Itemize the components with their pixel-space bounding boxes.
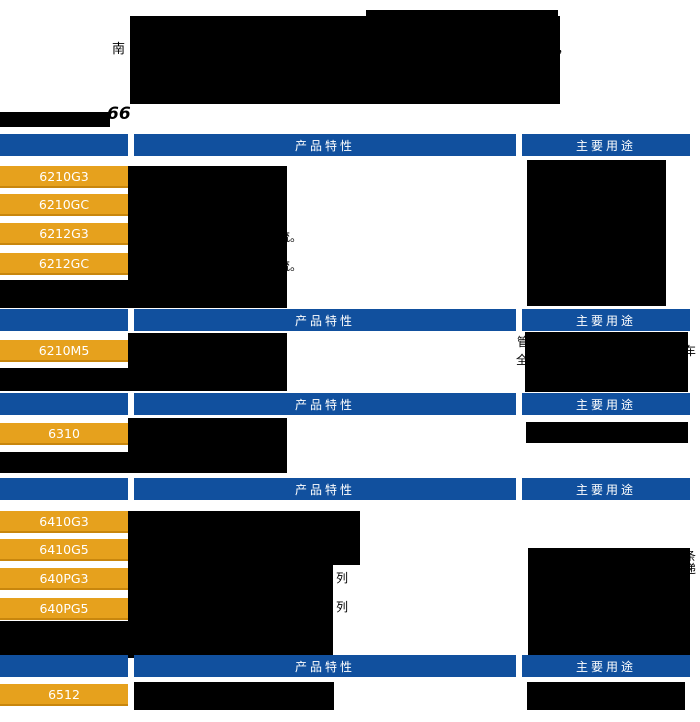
table4-header-characteristics: 产品特性 [134,478,516,500]
redacted-table4-characteristics-lower [128,565,333,658]
intro-text-fragment-left: 南 [112,42,126,57]
redacted-table3-uses [526,422,688,443]
redacted-table4-bottom [0,621,128,658]
redacted-intro-paragraph [130,16,560,104]
table2-header-product-col [0,309,128,331]
table1-header-characteristics: 产品特性 [134,134,516,156]
product-cell-6212GC: 6212GC [0,253,128,275]
product-cell-6410G3: 6410G3 [0,511,128,533]
redacted-table3-characteristics [128,418,287,473]
table3-header-uses: 主要用途 [522,393,690,415]
table2-header-uses: 主要用途 [522,309,690,331]
table3-header-characteristics: 产品特性 [134,393,516,415]
product-cell-6410G5: 6410G5 [0,539,128,561]
table4-header-product-col [0,478,128,500]
table5-header-characteristics: 产品特性 [134,655,516,677]
product-cell-6512: 6512 [0,684,128,706]
redacted-table5-characteristics [134,682,334,710]
product-cell-640PG5: 640PG5 [0,598,128,620]
product-cell-6210M5: 6210M5 [0,340,128,362]
product-cell-6210GC: 6210GC [0,194,128,216]
redacted-table2-uses [525,332,688,392]
redacted-section-label [0,112,110,127]
product-cell-640PG3: 640PG3 [0,568,128,590]
table3-header-product-col [0,393,128,415]
table1-header-product-col [0,134,128,156]
table2-header-characteristics: 产品特性 [134,309,516,331]
redacted-table5-uses [527,682,685,710]
redacted-table2-characteristics [128,333,287,391]
redacted-table4-characteristics-upper [128,511,360,565]
redacted-table4-uses [528,548,690,658]
redacted-table1-characteristics [128,166,287,308]
redacted-intro-topline [366,10,558,20]
table1-header-uses: 主要用途 [522,134,690,156]
redacted-table1-bottom [0,280,128,308]
table5-header-product-col [0,655,128,677]
table4-text-fragment-series2: 列 [336,600,349,614]
redacted-table3-bottom [0,452,128,473]
redacted-table1-uses [527,160,666,306]
product-cell-6212G3: 6212G3 [0,223,128,245]
table5-header-uses: 主要用途 [522,655,690,677]
product-cell-6310: 6310 [0,423,128,445]
table4-header-uses: 主要用途 [522,478,690,500]
product-cell-6210G3: 6210G3 [0,166,128,188]
page-number: 66 [107,104,131,124]
table4-text-fragment-series1: 列 [336,571,349,585]
redacted-table2-bottom [0,368,128,391]
